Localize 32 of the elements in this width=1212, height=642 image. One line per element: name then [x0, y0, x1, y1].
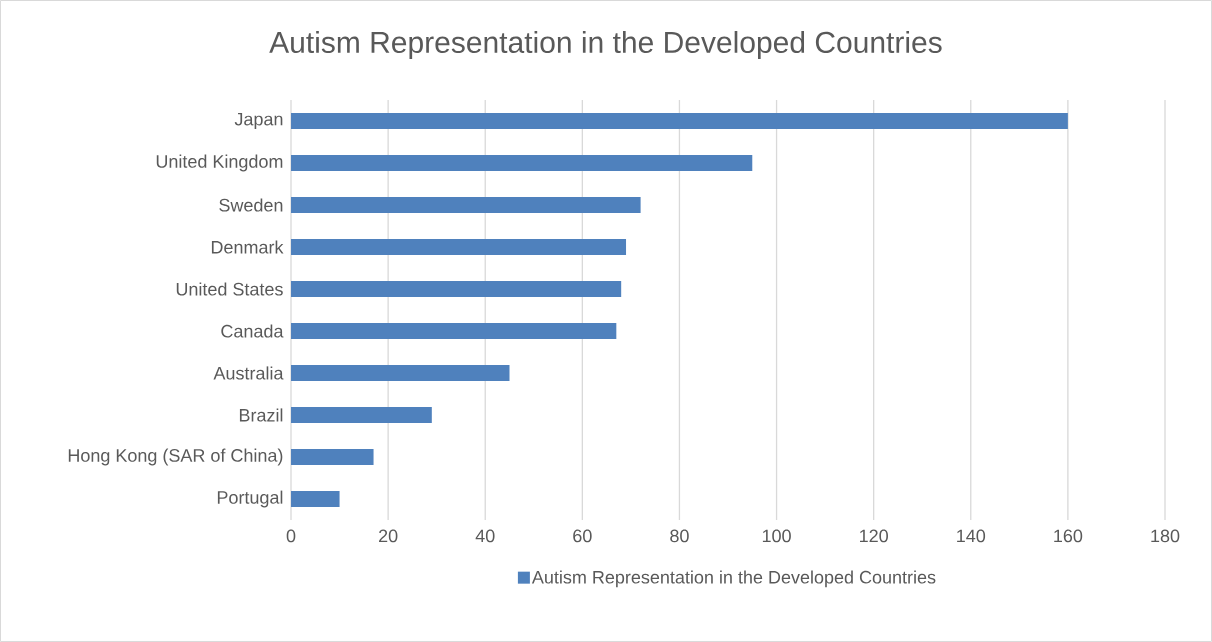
- x-tick-label: 100: [762, 529, 791, 543]
- y-tick-label: Denmark: [211, 240, 284, 254]
- x-tick-label: 20: [379, 529, 398, 543]
- bar: [291, 490, 340, 507]
- x-tick-label: 0: [286, 529, 296, 543]
- y-tick-label: Japan: [234, 112, 283, 130]
- chart-title: Autism Representation in the Developed Countries: [269, 31, 942, 59]
- x-tick-label: 120: [860, 529, 888, 543]
- x-tick-label: 80: [670, 529, 689, 543]
- x-tick-label: 40: [475, 529, 495, 543]
- y-tick-label: Hong Kong (SAR of China): [68, 448, 283, 466]
- x-tick-label: 140: [957, 529, 986, 543]
- bar: [291, 406, 432, 423]
- y-tick-label: Sweden: [219, 198, 283, 212]
- y-tick-label: Brazil: [239, 408, 283, 422]
- x-tick-label: 60: [573, 529, 592, 543]
- x-tick-label: 180: [1151, 529, 1180, 543]
- y-tick-label: Canada: [221, 324, 284, 338]
- legend-label: Autism Representation in the Developed Countries: [531, 570, 936, 588]
- bar: [291, 281, 622, 297]
- bar: [291, 239, 627, 255]
- x-tick-label: 160: [1054, 529, 1083, 543]
- bar: [291, 448, 374, 465]
- bar: [291, 113, 1068, 129]
- y-tick-label: United Kingdom: [156, 154, 283, 172]
- bar: [291, 364, 510, 381]
- y-tick-label: Australia: [213, 366, 284, 380]
- bar: [291, 197, 641, 213]
- bar: [291, 322, 617, 339]
- y-tick-label: Portugal: [217, 490, 283, 508]
- y-tick-label: United States: [176, 282, 283, 296]
- bar: [291, 155, 753, 171]
